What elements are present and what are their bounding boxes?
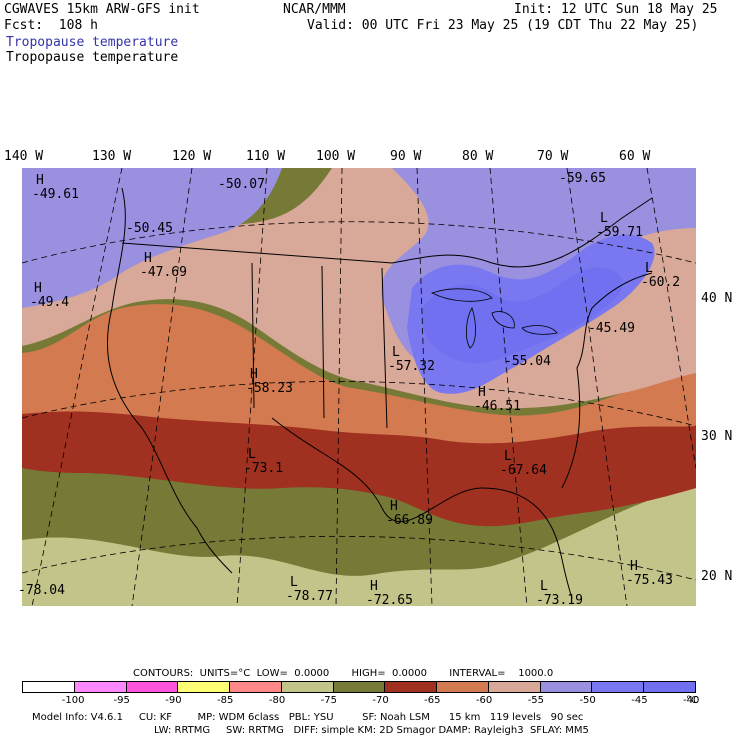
lon-label: 130 W: [92, 149, 132, 164]
map-value-label: -73.19: [536, 593, 583, 608]
lat-label: 30 N: [701, 429, 733, 444]
low-marker: L: [290, 575, 298, 590]
lat-label: 20 N: [701, 569, 733, 584]
low-marker: L: [600, 211, 608, 226]
map-value-label: -55.04: [504, 354, 551, 369]
map-value-label: -58.23: [246, 381, 293, 396]
colorbar-tick: -70: [372, 695, 389, 706]
colorbar-tick: -45: [631, 695, 648, 706]
map-value-label: -78.04: [18, 583, 65, 598]
model-info-line1: Model Info: V4.6.1 CU: KF MP: WDM 6class…: [32, 712, 584, 723]
map-value-label: -46.51: [474, 399, 521, 414]
map-value-label: -60.2: [641, 275, 681, 290]
high-marker: H: [390, 499, 398, 514]
low-marker: L: [392, 345, 400, 360]
low-marker: L: [540, 579, 548, 594]
colorbar-tick: -100: [61, 695, 85, 706]
colorbar-tick: -60: [475, 695, 493, 706]
contours-info: CONTOURS: UNITS=°C LOW= 0.0000 HIGH= 0.0…: [133, 668, 554, 679]
lon-label: 80 W: [462, 149, 494, 164]
colorbar-segment: [332, 681, 386, 693]
map-value-label: -49.61: [32, 187, 79, 202]
lon-label: 70 W: [537, 149, 569, 164]
tropopause-temperature-map: [22, 168, 696, 606]
map-value-label: -67.64: [500, 463, 547, 478]
map-value-label: -49.4: [30, 295, 70, 310]
colorbar-segment: [22, 681, 75, 693]
map-value-label: -73.1: [244, 461, 284, 476]
model-title: CGWAVES 15km ARW-GFS init: [4, 2, 200, 17]
colorbar-tick: -75: [320, 695, 337, 706]
map-value-label: -47.69: [140, 265, 187, 280]
colorbar-tick: -40: [683, 695, 700, 706]
coastlines: [107, 187, 653, 599]
colorbar-segment: [73, 681, 127, 693]
valid-time: Valid: 00 UTC Fri 23 May 25 (19 CDT Thu …: [307, 18, 699, 33]
high-marker: H: [250, 367, 258, 382]
colorbar-unit: °C: [686, 695, 698, 706]
colorbar-tick: -65: [424, 695, 441, 706]
colorbar-segment: [384, 681, 438, 693]
high-marker: H: [478, 385, 486, 400]
lon-label: 100 W: [316, 149, 356, 164]
model-info-line2: LW: RRTMG SW: RRTMG DIFF: simple KM: 2D …: [154, 725, 589, 736]
graticule: [22, 168, 696, 606]
low-marker: L: [248, 447, 256, 462]
lon-label: 90 W: [390, 149, 422, 164]
map-value-label: -50.45: [126, 221, 173, 236]
colorbar-tick: -90: [165, 695, 182, 706]
great-lakes: [430, 288, 558, 349]
low-marker: L: [504, 449, 512, 464]
high-marker: H: [144, 251, 152, 266]
lat-label: 40 N: [701, 291, 733, 306]
colorbar-segment: [643, 681, 696, 693]
band-orange: [22, 304, 696, 444]
map-value-label: -75.43: [626, 573, 673, 588]
colorbar-segment: [229, 681, 282, 693]
map-value-label: -57.32: [388, 359, 435, 374]
map-value-label: -50.07: [218, 177, 265, 192]
field-title: Tropopause temperature: [6, 50, 179, 65]
map-value-label: -72.65: [366, 593, 413, 608]
colorbar-segment: [125, 681, 179, 693]
colorbar-segment: [487, 681, 541, 693]
map-value-label: -59.71: [596, 225, 643, 240]
map-value-label: -45.49: [588, 321, 635, 336]
map-value-label: -59.65: [559, 171, 606, 186]
lon-label: 60 W: [619, 149, 651, 164]
high-marker: H: [34, 281, 42, 296]
map-value-label: -66.89: [386, 513, 433, 528]
colorbar-segment: [280, 681, 334, 693]
lon-label: 110 W: [246, 149, 286, 164]
colorbar-segment: [177, 681, 231, 693]
colorbar-tick: -85: [217, 695, 234, 706]
forecast-hour: Fcst: 108 h: [4, 18, 98, 33]
band-khaki: [22, 483, 696, 606]
high-marker: H: [370, 579, 378, 594]
colorbar-tick: -55: [527, 695, 545, 706]
high-marker: H: [36, 173, 44, 188]
agency-label: NCAR/MMM: [283, 2, 346, 17]
high-marker: H: [630, 559, 638, 574]
colorbar-segment: [436, 681, 489, 693]
band-lavender-west: [22, 168, 282, 308]
colorbar-tick: -95: [113, 695, 130, 706]
lon-label: 140 W: [4, 149, 44, 164]
colorbar-segment: [539, 681, 593, 693]
init-time: Init: 12 UTC Sun 18 May 25: [514, 2, 718, 17]
colorbar-segment: [591, 681, 645, 693]
colorbar-tick: -50: [579, 695, 596, 706]
lon-label: 120 W: [172, 149, 212, 164]
field-title-colored: Tropopause temperature: [6, 35, 179, 50]
map-value-label: -78.77: [286, 589, 333, 604]
colorbar-tick: -80: [268, 695, 286, 706]
low-marker: L: [645, 261, 653, 276]
